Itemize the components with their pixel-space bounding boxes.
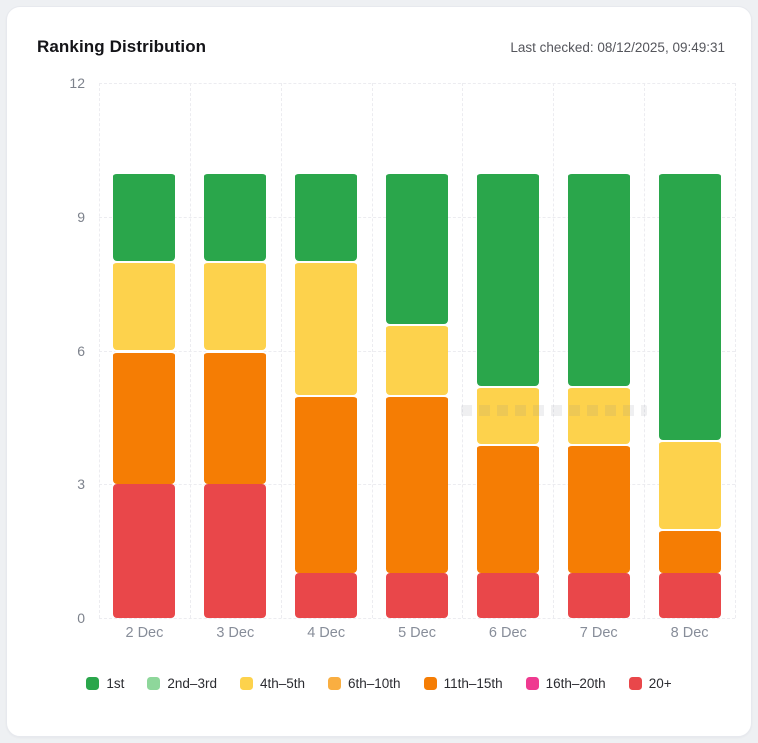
plot-area: 0 3 6 9 12 (69, 75, 736, 626)
bar-segment-4th-5th[interactable] (658, 439, 721, 529)
x-axis-tick-label: 2 Dec (125, 625, 164, 641)
bar-segment-1st[interactable] (113, 172, 176, 262)
gridline-vertical (644, 83, 646, 618)
y-axis-tick-label: 6 (77, 342, 85, 359)
y-axis-tick-label: 9 (77, 208, 85, 225)
legend-item-1st[interactable]: 1st (86, 676, 124, 691)
bar-segment-20+[interactable] (204, 484, 267, 618)
bar-6-dec[interactable] (476, 83, 539, 618)
bar-segment-20+[interactable] (567, 573, 630, 618)
bar-segment-11th-15th[interactable] (295, 395, 358, 574)
bar-segment-11th-15th[interactable] (476, 444, 539, 574)
legend-color-chip (86, 676, 100, 690)
bar-5-dec[interactable] (386, 83, 448, 618)
x-axis-tick-label: 8 Dec (670, 625, 709, 641)
legend-label: 2nd–3rd (167, 675, 217, 691)
bar-segment-4th-5th[interactable] (386, 323, 448, 396)
gridline-vertical (371, 83, 373, 618)
legend-label: 1st (106, 675, 125, 691)
gridline-vertical (189, 83, 191, 618)
bar-segment-1st[interactable] (476, 172, 539, 387)
bar-segment-1st[interactable] (567, 172, 630, 387)
x-axis-tick-label: 5 Dec (398, 625, 436, 641)
bar-segment-1st[interactable] (386, 172, 448, 324)
page-title: Ranking Distribution (37, 37, 207, 56)
legend-item-2nd-3rd[interactable]: 2nd–3rd (147, 676, 217, 691)
gridline-horizontal (99, 618, 735, 619)
legend-color-chip (628, 676, 642, 690)
x-axis: 2 Dec 3 Dec 4 Dec 5 Dec 6 Dec 7 Dec 8 Dec (99, 625, 735, 641)
bar-segment-4th-5th[interactable] (204, 261, 267, 351)
gridline-vertical (99, 83, 100, 618)
legend-label: 4th–5th (259, 675, 305, 691)
legend-color-chip (239, 676, 253, 690)
bar-segment-20+[interactable] (658, 573, 721, 618)
y-axis-tick-label: 12 (69, 75, 85, 91)
bar-segment-11th-15th[interactable] (386, 395, 448, 574)
bar-segment-11th-15th[interactable] (567, 444, 630, 574)
legend-color-chip (328, 676, 341, 690)
y-axis-tick-label: 0 (77, 610, 85, 626)
ranking-distribution-card: Ranking Distribution Last checked: 08/12… (6, 6, 752, 737)
legend-label: 20+ (648, 675, 672, 691)
gridline-vertical (462, 83, 464, 618)
bar-segment-20+[interactable] (295, 573, 358, 618)
bar-segment-20+[interactable] (476, 573, 539, 618)
y-axis-tick-label: 3 (77, 476, 85, 493)
gridline-vertical (553, 83, 555, 618)
bar-segment-11th-15th[interactable] (204, 350, 267, 485)
last-checked-timestamp: Last checked: 08/12/2025, 09:49:31 (510, 40, 725, 55)
bar-7-dec[interactable] (567, 83, 630, 618)
legend-item-20+[interactable]: 20+ (628, 675, 672, 691)
legend-color-chip (147, 676, 161, 690)
x-axis-tick-label: 3 Dec (216, 625, 255, 641)
bar-3-dec[interactable] (204, 83, 267, 618)
x-axis-tick-label: 6 Dec (488, 625, 527, 641)
legend-item-4th-5th[interactable]: 4th–5th (239, 675, 305, 691)
bar-2-dec[interactable] (113, 83, 176, 618)
legend-label: 11th–15th (443, 675, 503, 691)
gridline-vertical (280, 83, 282, 618)
x-axis-tick-label: 4 Dec (307, 625, 346, 641)
bar-segment-1st[interactable] (658, 172, 721, 440)
bar-segment-4th-5th[interactable] (476, 386, 539, 445)
bar-4-dec[interactable] (295, 83, 358, 618)
legend-label: 16th–20th (545, 675, 606, 691)
bar-8-dec[interactable] (658, 83, 721, 618)
bar-segment-11th-15th[interactable] (113, 350, 176, 485)
bar-segment-1st[interactable] (295, 172, 358, 262)
bar-segment-4th-5th[interactable] (567, 386, 630, 445)
bar-segment-1st[interactable] (204, 172, 267, 262)
legend-item-6th-10th[interactable]: 6th–10th (328, 676, 401, 691)
bar-segment-11th-15th[interactable] (658, 528, 721, 574)
gridline-horizontal (99, 83, 735, 84)
legend-color-chip (423, 676, 437, 690)
legend-label: 6th–10th (348, 675, 401, 691)
legend-item-11th-15th[interactable]: 11th–15th (423, 675, 503, 691)
bar-segment-4th-5th[interactable] (113, 261, 176, 351)
legend-color-chip (525, 676, 539, 690)
gridline-vertical (735, 83, 736, 618)
bar-segment-20+[interactable] (113, 484, 176, 618)
bar-segment-20+[interactable] (386, 573, 448, 618)
bar-segment-4th-5th[interactable] (295, 261, 358, 396)
legend: 1st 2nd–3rd 4th–5th 6th–10th 11th–15th 16th–2… (7, 667, 751, 699)
legend-item-16th-20th[interactable]: 16th–20th (525, 675, 606, 691)
x-axis-tick-label: 7 Dec (579, 625, 618, 641)
